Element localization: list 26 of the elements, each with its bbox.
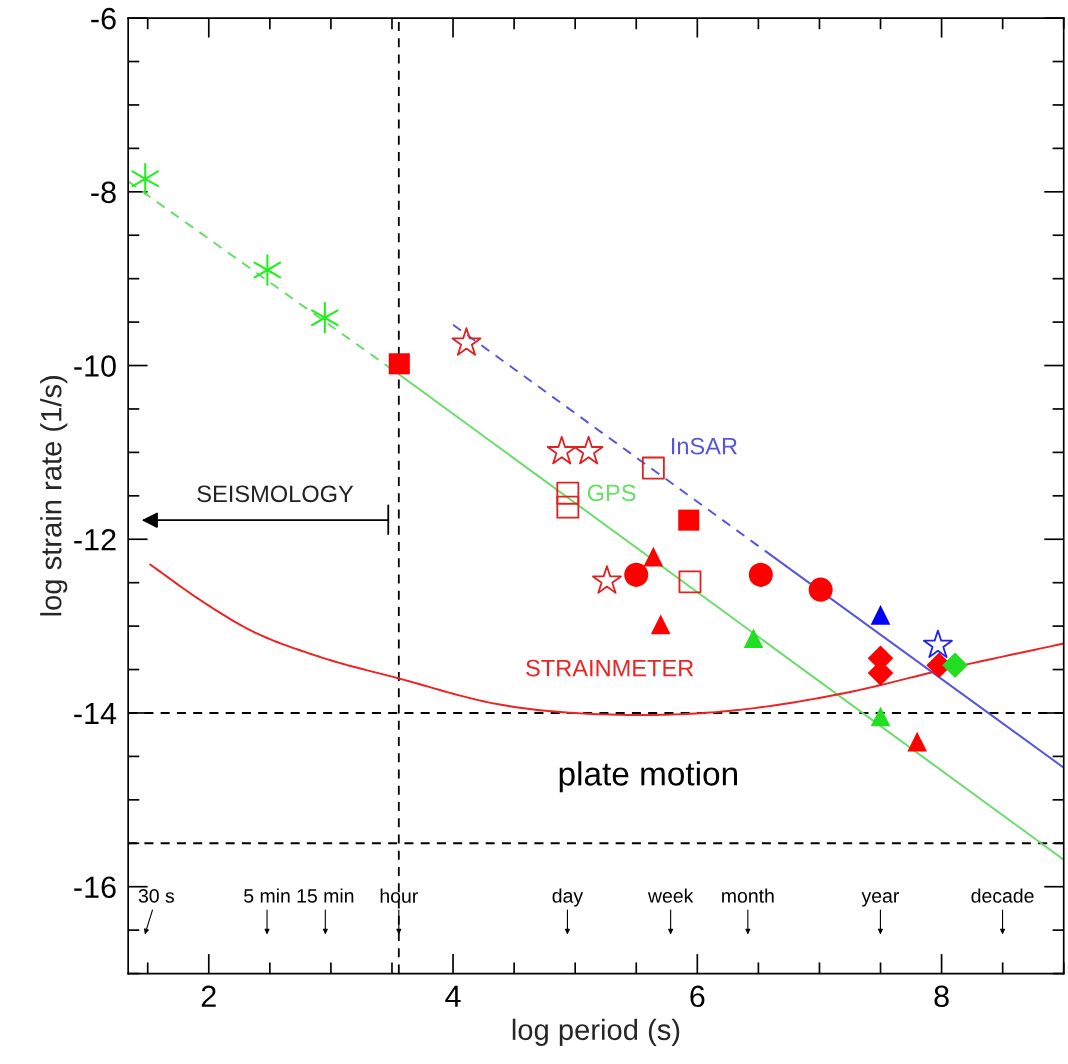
annotation: day [552,888,584,907]
annotation: decade [971,888,1034,903]
annotation: 15 min [297,888,354,903]
y-tick-label: -12 [74,528,116,551]
y-tick-label: -10 [74,355,116,377]
y-tick-label: -16 [74,876,116,899]
annotation: 5 min [244,888,290,903]
series-label: GPS [587,484,636,502]
annotation: SEISMOLOGY [197,485,354,503]
x-tick-label: 2 [201,985,216,1007]
annotation: hour [380,888,418,903]
annotation: plate motion [559,761,737,793]
y-tick-label: -6 [91,7,116,30]
y-tick-label: -14 [74,703,117,725]
annotation: 30 s [138,889,175,903]
x-tick-label: 4 [445,985,461,1007]
series-label: STRAINMETER [526,659,694,677]
y-axis-title: log strain rate (1/s) [40,376,68,616]
x-tick-label: 6 [690,985,705,1008]
annotation: month [722,888,774,903]
series-label: InSAR [671,437,737,455]
annotation: year [861,892,899,907]
annotation: week [647,888,694,903]
x-axis-title: log period (s) [512,1018,680,1046]
y-tick-label: -8 [91,181,116,204]
x-tick-label: 8 [934,985,949,1008]
